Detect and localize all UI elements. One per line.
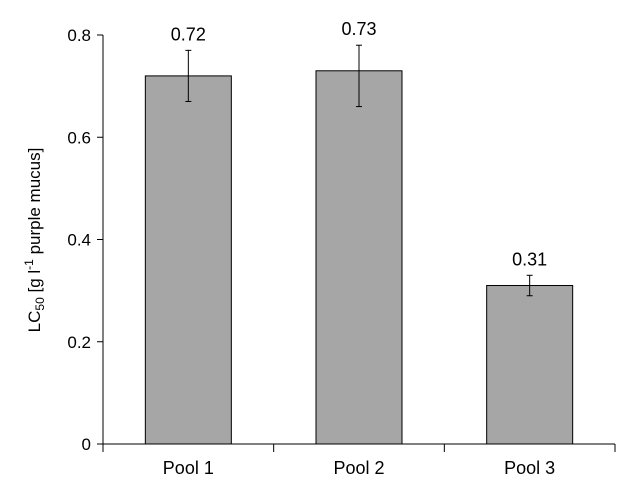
value-label: 0.73 — [341, 19, 376, 39]
y-tick-label: 0.2 — [67, 333, 91, 352]
bar — [144, 75, 232, 445]
y-axis-label: LC50 [g l-1 purple mucus] — [22, 148, 47, 333]
bar — [315, 70, 403, 445]
ylabel-superscript: -1 — [22, 259, 36, 270]
y-tick-label: 0.4 — [67, 231, 91, 250]
bars-layer — [144, 70, 574, 445]
y-tick-label: 0 — [82, 435, 91, 454]
ylabel-suffix: purple mucus] — [25, 148, 44, 260]
x-category-label: Pool 3 — [504, 458, 555, 478]
ylabel-mid: [g l — [25, 270, 44, 297]
y-ticks-layer: 0 0.2 0.4 0.6 0.8 — [67, 26, 616, 454]
ylabel-prefix: LC — [25, 311, 44, 333]
y-tick-label: 0.6 — [67, 128, 91, 147]
x-category-label: Pool 1 — [163, 458, 214, 478]
y-tick-label: 0.8 — [67, 26, 91, 45]
error-bars-layer — [185, 44, 533, 297]
bar — [486, 285, 574, 445]
value-label: 0.72 — [171, 24, 206, 44]
x-category-labels-layer: Pool 1 Pool 2 Pool 3 — [163, 458, 555, 478]
ylabel-subscript: 50 — [33, 297, 47, 311]
value-labels-layer: 0.72 0.73 0.31 — [171, 19, 547, 269]
value-label: 0.31 — [512, 249, 547, 269]
x-category-label: Pool 2 — [333, 458, 384, 478]
